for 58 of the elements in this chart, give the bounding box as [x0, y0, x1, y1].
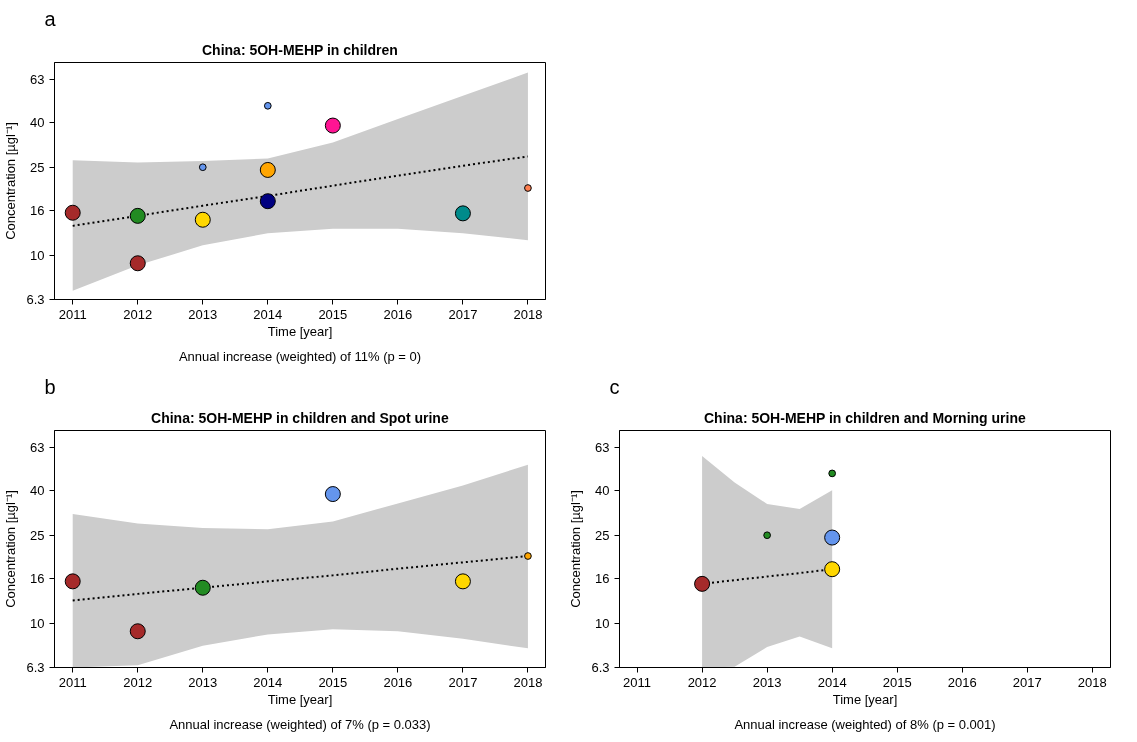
y-axis-title: Concentration [µgl⁻¹] [3, 490, 19, 608]
x-tick-label: 2012 [123, 306, 153, 322]
x-tick-label: 2016 [947, 674, 977, 690]
x-tick-label: 2016 [383, 674, 413, 690]
x-tick-label: 2017 [448, 674, 478, 690]
x-tick-label: 2014 [253, 306, 283, 322]
x-tick-label: 2015 [318, 306, 348, 322]
y-tick-label: 10 [30, 247, 45, 263]
chart-title: China: 5OH-MEHP in children and Spot urine [151, 409, 449, 426]
x-tick-label: 2011 [58, 306, 87, 322]
x-tick-label: 2013 [188, 306, 218, 322]
text: Annual increase (weighted) of 8% (p = 0.001) [734, 716, 996, 732]
x-tick-label: 2018 [513, 674, 543, 690]
y-tick-label: 25 [30, 160, 45, 176]
y-axis-title: Concentration [µgl⁻¹] [568, 490, 584, 608]
y-tick-label: 63 [30, 71, 45, 87]
x-tick-label: 2015 [318, 674, 348, 690]
x-tick-label: 2013 [752, 674, 782, 690]
y-tick-label: 63 [30, 439, 45, 455]
x-tick-label: 2016 [383, 306, 413, 322]
y-tick-label: 40 [30, 483, 45, 499]
x-tick-label: 2012 [123, 674, 153, 690]
x-tick-label: 2011 [58, 674, 87, 690]
y-tick-label: 16 [30, 202, 45, 218]
text: Annual increase (weighted) of 7% (p = 0.033) [169, 716, 431, 732]
text: b [44, 375, 56, 398]
y-tick-label: 10 [30, 615, 45, 631]
chart-title: China: 5OH-MEHP in children and Morning urine [704, 409, 1026, 426]
x-tick-label: 2015 [882, 674, 912, 690]
y-tick-label: 40 [595, 483, 610, 499]
chart-title: China: 5OH-MEHP in children [201, 41, 398, 58]
y-tick-label: 6.3 [26, 660, 45, 675]
y-tick-label: 25 [30, 528, 45, 544]
x-axis-title: Time [year] [267, 323, 333, 339]
y-tick-label: 25 [595, 528, 610, 544]
y-tick-label: 6.3 [591, 660, 610, 675]
y-tick-label: 10 [595, 615, 610, 631]
text: c [609, 375, 620, 398]
x-tick-label: 2018 [513, 306, 543, 322]
x-tick-label: 2012 [687, 674, 717, 690]
y-axis-title: Concentration [µgl⁻¹] [3, 122, 19, 240]
x-axis-title: Time [year] [267, 691, 333, 707]
x-tick-label: 2011 [623, 674, 652, 690]
y-tick-label: 16 [30, 570, 45, 586]
y-tick-label: 40 [30, 115, 45, 131]
x-tick-label: 2014 [253, 674, 283, 690]
x-tick-label: 2017 [1012, 674, 1042, 690]
x-tick-label: 2017 [448, 306, 478, 322]
text: Annual increase (weighted) of 11% (p = 0) [178, 348, 422, 364]
x-tick-label: 2013 [188, 674, 218, 690]
y-tick-label: 16 [595, 570, 610, 586]
x-tick-label: 2018 [1077, 674, 1107, 690]
x-axis-title: Time [year] [832, 691, 898, 707]
y-tick-label: 63 [595, 439, 610, 455]
text: a [44, 7, 57, 30]
line-series [71, 155, 529, 227]
y-tick-label: 6.3 [26, 292, 45, 307]
x-tick-label: 2014 [817, 674, 847, 690]
